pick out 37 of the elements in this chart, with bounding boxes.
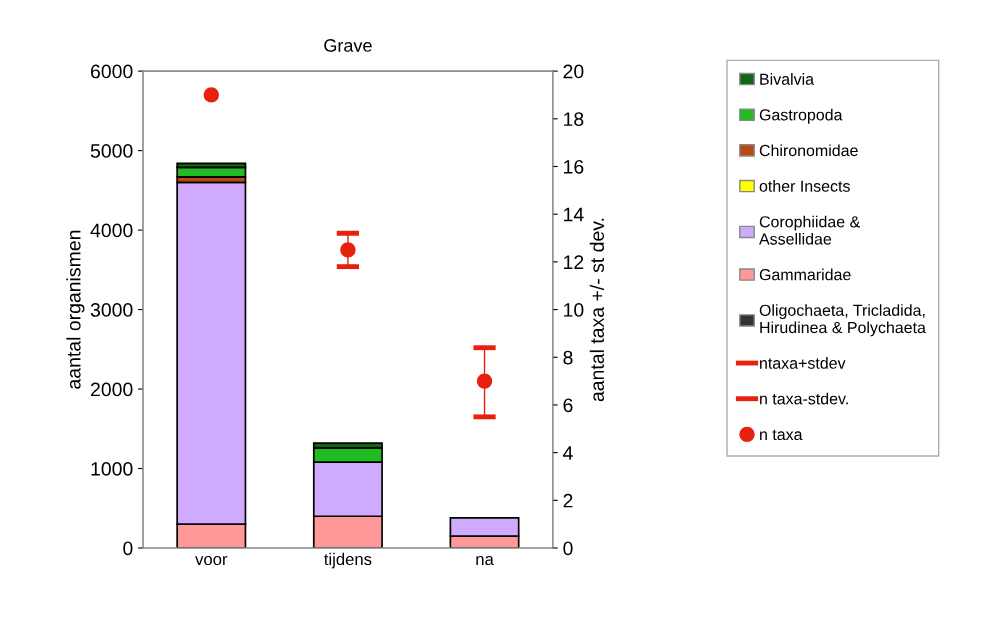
y-tick-label: 3000 [90, 303, 133, 317]
y2-tick-label: 6 [563, 398, 573, 413]
x-tick-label: voor [195, 555, 228, 566]
y2-tick-label: 14 [564, 207, 584, 222]
y2-axis-title: aantal taxa +/- st dev. [589, 218, 605, 402]
legend-label: Gammaridae [759, 268, 851, 281]
y2-tick-label: 16 [564, 159, 584, 174]
legend-label: Bivalvia [760, 73, 815, 85]
y-tick-label: 1000 [91, 461, 133, 476]
legend-label: ntaxa+stdev [760, 357, 846, 369]
x-tick-label: na [476, 555, 494, 566]
chart-title: Grave [324, 39, 372, 52]
legend-label: other Insects [759, 180, 850, 192]
y-tick-label: 0 [123, 541, 133, 556]
y-tick-label: 6000 [91, 64, 133, 79]
y-axis-title: aantal organismen [66, 230, 85, 389]
y-tick-label: 5000 [90, 144, 133, 158]
legend-label: Gastropoda [759, 108, 843, 124]
y-tick-label: 2000 [91, 382, 133, 397]
y-tick-label: 4000 [90, 223, 133, 238]
legend-label: Chironomidae [759, 144, 858, 157]
point [476, 373, 493, 389]
point [340, 242, 356, 258]
y2-tick-label: 18 [564, 112, 584, 127]
point [203, 87, 219, 103]
y2-tick-label: 0 [563, 541, 573, 556]
y2-tick-label: 4 [563, 446, 573, 460]
y2-tick-label: 8 [563, 350, 573, 365]
legend-label: n taxa-stdev. [760, 392, 848, 405]
legend-label: Corophiidae & Assellidae [759, 215, 860, 245]
y2-tick-label: 2 [563, 493, 573, 508]
x-tick-label: tijdens [324, 552, 372, 569]
y2-tick-label: 10 [564, 303, 584, 317]
legend-label: Oligochaeta, Tricladida, Hirudinea & Polychaeta [759, 304, 926, 337]
y2-tick-label: 12 [564, 255, 584, 269]
y2-tick-label: 20 [563, 64, 584, 79]
legend-label: n taxa [760, 429, 803, 441]
